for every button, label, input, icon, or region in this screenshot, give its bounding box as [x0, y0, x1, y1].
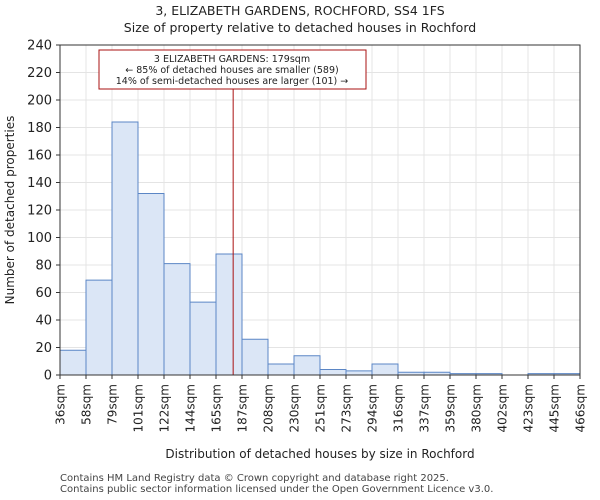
bar-144sqm: [189, 301, 217, 376]
x-tick-label-423sqm: 423sqm: [522, 384, 536, 432]
x-tick-label-466sqm: 466sqm: [574, 384, 588, 432]
annotation-box: 3 ELIZABETH GARDENS: 179sqm ← 85% of det…: [98, 49, 367, 90]
y-tick-label-0: 0: [44, 369, 52, 384]
x-tick-label-445sqm: 445sqm: [548, 384, 562, 432]
y-tick-label-5: 100: [27, 231, 52, 246]
annotation-border: [98, 49, 367, 90]
bar-208sqm: [267, 363, 295, 376]
bar-251sqm: [319, 369, 347, 376]
x-tick-label-337sqm: 337sqm: [418, 384, 432, 432]
annotation-line-3: 14% of semi-detached houses are larger (…: [116, 76, 349, 87]
bar-36sqm: [59, 349, 87, 376]
y-tick-label-8: 160: [27, 149, 52, 164]
y-tick-label-9: 180: [27, 121, 52, 136]
x-tick-label-380sqm: 380sqm: [470, 384, 484, 432]
y-tick-label-1: 20: [35, 341, 52, 356]
bar-122sqm: [163, 263, 191, 376]
x-tick-label-359sqm: 359sqm: [444, 384, 458, 432]
annotation-line-2: ← 85% of detached houses are smaller (58…: [125, 65, 338, 76]
bar-294sqm: [371, 363, 399, 376]
y-tick-label-10: 200: [27, 94, 52, 109]
y-tick-label-6: 120: [27, 204, 52, 219]
y-tick-label-11: 220: [27, 66, 52, 81]
x-tick-label-58sqm: 58sqm: [80, 384, 94, 425]
bars-group: [59, 121, 581, 376]
y-axis-label: Number of detached properties: [3, 116, 17, 305]
x-tick-label-165sqm: 165sqm: [210, 384, 224, 432]
x-tick-label-101sqm: 101sqm: [132, 384, 146, 432]
y-axis: 0 20 40 60 80 100 120 140 160 180 200 220 240: [27, 39, 60, 384]
bar-101sqm: [137, 193, 165, 376]
x-axis-label: Distribution of detached houses by size …: [165, 447, 474, 461]
y-tick-label-3: 60: [35, 286, 52, 301]
bar-58sqm: [85, 279, 113, 376]
bar-165sqm: [215, 253, 243, 376]
bar-230sqm: [293, 355, 321, 376]
x-axis: 36sqm 58sqm 79sqm 101sqm 122sqm 144sqm 165sqm 1…: [54, 375, 588, 432]
y-tick-label-2: 40: [35, 314, 52, 329]
y-tick-label-4: 80: [35, 259, 52, 274]
y-tick-label-12: 240: [27, 39, 52, 54]
bar-187sqm: [241, 338, 269, 376]
x-tick-label-79sqm: 79sqm: [106, 384, 120, 425]
x-tick-label-122sqm: 122sqm: [158, 384, 172, 432]
x-tick-label-402sqm: 402sqm: [496, 384, 510, 432]
x-tick-label-273sqm: 273sqm: [340, 384, 354, 432]
x-tick-label-230sqm: 230sqm: [288, 384, 302, 432]
chart-subtitle: Size of property relative to detached ho…: [124, 20, 476, 35]
annotation-line-1: 3 ELIZABETH GARDENS: 179sqm: [154, 54, 310, 65]
footer-line-1: Contains HM Land Registry data © Crown c…: [60, 473, 449, 484]
x-tick-label-316sqm: 316sqm: [392, 384, 406, 432]
x-tick-label-36sqm: 36sqm: [54, 384, 68, 425]
bar-273sqm: [345, 370, 373, 376]
bar-79sqm: [111, 121, 139, 376]
x-tick-label-294sqm: 294sqm: [366, 384, 380, 432]
x-tick-label-251sqm: 251sqm: [314, 384, 328, 432]
y-tick-label-7: 140: [27, 176, 52, 191]
x-tick-label-208sqm: 208sqm: [262, 384, 276, 432]
chart-title: 3, ELIZABETH GARDENS, ROCHFORD, SS4 1FS: [155, 3, 444, 18]
footer-line-2: Contains public sector information licen…: [60, 484, 494, 495]
x-tick-label-144sqm: 144sqm: [184, 384, 198, 432]
x-tick-label-187sqm: 187sqm: [236, 384, 250, 432]
